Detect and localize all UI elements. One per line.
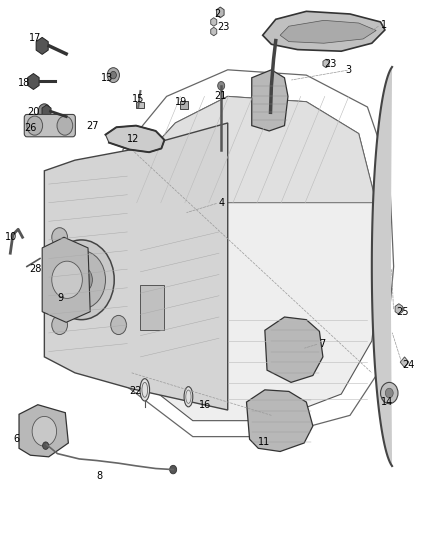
- Circle shape: [71, 266, 92, 293]
- Text: 21: 21: [215, 91, 227, 101]
- Polygon shape: [263, 11, 385, 51]
- Circle shape: [42, 442, 49, 449]
- Circle shape: [52, 261, 82, 298]
- Text: 23: 23: [324, 60, 336, 69]
- Text: 27: 27: [86, 120, 99, 131]
- Circle shape: [52, 228, 67, 247]
- Circle shape: [170, 465, 177, 474]
- Text: 12: 12: [127, 134, 140, 144]
- Circle shape: [381, 382, 398, 403]
- Circle shape: [111, 316, 127, 335]
- Text: 23: 23: [217, 22, 229, 33]
- Circle shape: [57, 116, 73, 135]
- Text: 1: 1: [381, 20, 387, 30]
- Text: 20: 20: [27, 107, 39, 117]
- Text: 14: 14: [381, 397, 393, 407]
- Circle shape: [38, 104, 50, 119]
- Circle shape: [218, 82, 225, 90]
- Circle shape: [57, 251, 106, 309]
- Text: 7: 7: [319, 338, 326, 349]
- Polygon shape: [372, 64, 392, 469]
- Polygon shape: [247, 390, 313, 451]
- Polygon shape: [252, 70, 288, 131]
- Text: 18: 18: [18, 78, 30, 88]
- Circle shape: [27, 116, 42, 135]
- Polygon shape: [132, 96, 376, 203]
- Text: 6: 6: [14, 434, 20, 445]
- Circle shape: [32, 416, 57, 446]
- Ellipse shape: [140, 378, 150, 401]
- Text: 10: 10: [5, 232, 18, 243]
- FancyBboxPatch shape: [24, 115, 75, 137]
- Bar: [136, 102, 144, 108]
- Text: 28: 28: [29, 264, 42, 274]
- Text: 9: 9: [57, 293, 64, 303]
- Polygon shape: [44, 123, 228, 410]
- Text: 15: 15: [132, 94, 144, 104]
- Text: 11: 11: [258, 437, 271, 447]
- Polygon shape: [19, 405, 68, 457]
- Text: 17: 17: [29, 33, 42, 43]
- Polygon shape: [42, 237, 90, 322]
- Polygon shape: [265, 317, 323, 382]
- Circle shape: [385, 388, 393, 398]
- Text: 3: 3: [346, 65, 352, 75]
- Text: 13: 13: [101, 73, 113, 83]
- Bar: [141, 285, 164, 330]
- Text: 16: 16: [199, 400, 212, 410]
- Circle shape: [52, 316, 67, 335]
- Bar: [180, 101, 187, 109]
- Ellipse shape: [184, 386, 193, 407]
- Text: 2: 2: [215, 9, 221, 19]
- Polygon shape: [106, 126, 164, 152]
- Circle shape: [110, 71, 117, 79]
- Text: 26: 26: [25, 123, 37, 133]
- Text: 8: 8: [97, 472, 103, 481]
- Text: 22: 22: [130, 386, 142, 397]
- Circle shape: [107, 68, 120, 83]
- Text: 4: 4: [219, 198, 225, 208]
- Text: 25: 25: [396, 306, 408, 317]
- Polygon shape: [132, 96, 381, 421]
- Text: 24: 24: [403, 360, 415, 370]
- Text: 19: 19: [175, 96, 187, 107]
- Circle shape: [49, 240, 114, 320]
- Polygon shape: [280, 20, 376, 43]
